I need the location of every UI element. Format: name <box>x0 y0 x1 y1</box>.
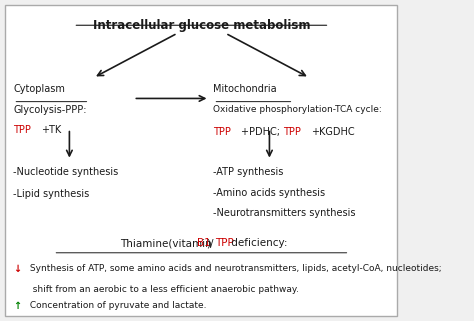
Text: ↓: ↓ <box>13 264 21 274</box>
Text: Synthesis of ATP, some amino acids and neurotransmitters, lipids, acetyl-CoA, nu: Synthesis of ATP, some amino acids and n… <box>27 264 442 273</box>
Text: Concentration of pyruvate and lactate.: Concentration of pyruvate and lactate. <box>27 300 207 309</box>
Text: TPP: TPP <box>283 127 301 137</box>
Text: ↑: ↑ <box>13 300 21 310</box>
Text: +KGDHC: +KGDHC <box>310 127 354 137</box>
Text: Intracellular glucose metabolism: Intracellular glucose metabolism <box>93 19 310 32</box>
Text: Oxidative phosphorylation-TCA cycle:: Oxidative phosphorylation-TCA cycle: <box>213 105 382 114</box>
Text: )/: )/ <box>206 239 213 248</box>
Text: Glycolysis-PPP:: Glycolysis-PPP: <box>13 105 87 115</box>
Text: +PDHC;: +PDHC; <box>241 127 283 137</box>
Text: -Neurotransmitters synthesis: -Neurotransmitters synthesis <box>213 208 356 218</box>
Text: +TK: +TK <box>41 126 62 135</box>
Text: -Nucleotide synthesis: -Nucleotide synthesis <box>13 167 118 177</box>
Text: Mitochondria: Mitochondria <box>213 84 277 94</box>
Text: deficiency:: deficiency: <box>228 239 288 248</box>
Text: -Amino acids synthesis: -Amino acids synthesis <box>213 187 326 197</box>
Text: Cytoplasm: Cytoplasm <box>13 84 65 94</box>
FancyBboxPatch shape <box>5 4 398 317</box>
Text: TPP: TPP <box>213 127 231 137</box>
Text: -Lipid synthesis: -Lipid synthesis <box>13 189 90 199</box>
Text: B1: B1 <box>197 239 210 248</box>
Text: shift from an aerobic to a less efficient anaerobic pathway.: shift from an aerobic to a less efficien… <box>27 285 299 294</box>
Text: TPP: TPP <box>215 239 234 248</box>
Text: -ATP synthesis: -ATP synthesis <box>213 167 284 177</box>
Text: Thiamine(vitamin: Thiamine(vitamin <box>120 239 215 248</box>
Text: TPP: TPP <box>13 126 31 135</box>
